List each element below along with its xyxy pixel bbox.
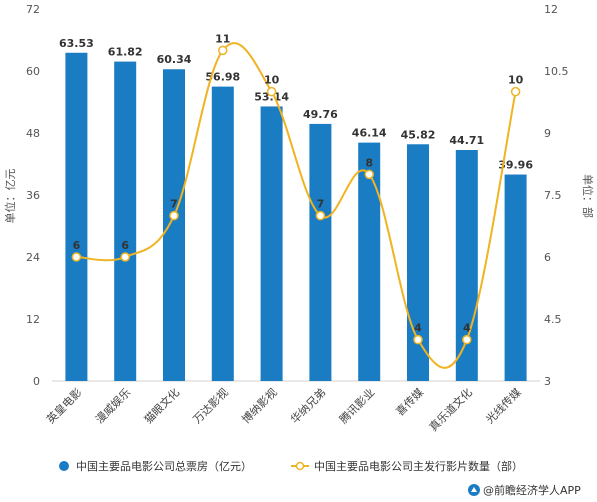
x-category-label: 猫眼文化 (141, 385, 182, 426)
x-axis-categories: 英皇电影 漫威娱乐 猫眼文化 万达影视 博纳影视 华纳兄弟 腾讯影业 喜传媒 真乐道文化 光线传媒 (44, 385, 524, 434)
line-point (218, 45, 228, 56)
y-right-tick-label: 10.5 (544, 65, 569, 78)
y-axis-right-title: 单位：部 (581, 174, 595, 218)
line-point (266, 86, 277, 97)
line-value-label: 4 (414, 322, 422, 335)
source-credit: @前瞻经济学人APP (468, 483, 581, 497)
y-axis-right-label: 单位：部 (581, 174, 595, 218)
y-left-tick-label: 0 (33, 375, 40, 388)
line-point (462, 334, 472, 345)
bar (407, 144, 429, 381)
line-value-label: 6 (121, 239, 129, 252)
x-category-label: 喜传媒 (394, 386, 427, 419)
y-left-tick-label: 60 (26, 65, 40, 78)
line-value-labels: 6 6 7 11 10 7 8 4 4 10 (73, 32, 524, 334)
line-point (315, 210, 326, 221)
brand-logo-icon (468, 484, 480, 496)
bar (65, 52, 88, 382)
bar-value-label: 44.71 (449, 134, 484, 147)
bar-value-label: 46.14 (352, 127, 387, 140)
y-right-tick-label: 3 (544, 375, 551, 388)
line-point (120, 252, 130, 262)
x-category-label: 博纳影视 (239, 385, 280, 426)
y-right-tick-label: 7.5 (544, 189, 562, 202)
line-point (510, 86, 521, 97)
line-value-label: 8 (365, 156, 373, 169)
legend-bar-marker (59, 461, 69, 471)
bar (211, 86, 234, 381)
line-point (169, 210, 179, 221)
line-value-label: 4 (463, 322, 471, 335)
bar-value-label: 39.96 (498, 159, 533, 172)
legend: 中国主要品电影公司总票房（亿元） 中国主要品电影公司主发行影片数量（部） (59, 459, 523, 473)
y-left-tick-label: 48 (26, 127, 40, 140)
line-value-label: 7 (170, 198, 178, 211)
x-category-label: 漫威娱乐 (92, 385, 133, 426)
bar (260, 106, 283, 382)
legend-line-label: 中国主要品电影公司主发行影片数量（部） (314, 459, 523, 473)
y-right-tick-label: 12 (544, 3, 558, 16)
y-right-tick-label: 6 (544, 251, 551, 264)
line-path (76, 42, 517, 369)
y-left-tick-label: 12 (26, 313, 40, 326)
y-axis-left-label: 单位：亿元 (3, 169, 17, 224)
line-point (364, 169, 374, 180)
y-right-tick-label: 9 (544, 127, 551, 140)
line-value-label: 6 (73, 239, 81, 252)
bar (358, 142, 381, 381)
x-category-label: 真乐道文化 (426, 385, 475, 434)
bar-value-label: 60.34 (157, 53, 192, 66)
bar (114, 61, 137, 381)
bar-value-label: 49.76 (303, 108, 338, 121)
legend-line-marker (295, 461, 305, 471)
y-axis-right-ticks: 3 4.5 6 7.5 9 10.5 12 (544, 3, 569, 388)
bar-value-label: 45.82 (401, 128, 436, 141)
bar-value-labels: 63.53 61.82 60.34 56.98 53.14 49.76 46.14 45.82… (59, 37, 533, 172)
y-right-tick-label: 4.5 (544, 313, 562, 326)
bar (309, 123, 332, 381)
x-category-label: 万达影视 (190, 385, 231, 426)
y-axis-left-title: 单位：亿元 (3, 169, 17, 224)
bar-series (65, 52, 527, 382)
x-category-label: 腾讯影业 (336, 385, 377, 426)
bar-value-label: 56.98 (205, 71, 240, 84)
bar-value-label: 61.82 (108, 46, 143, 59)
y-left-tick-label: 24 (26, 251, 40, 264)
line-series (71, 42, 521, 369)
bar (163, 69, 185, 381)
y-left-tick-label: 36 (26, 189, 40, 202)
line-point (71, 252, 82, 262)
bar-value-label: 63.53 (59, 37, 94, 50)
y-left-tick-label: 72 (26, 3, 40, 16)
bar-value-label: 53.14 (254, 90, 289, 103)
bar (504, 174, 527, 381)
y-axis-left-ticks: 0 12 24 36 48 60 72 (26, 3, 40, 388)
line-point (413, 334, 423, 345)
x-category-label: 华纳兄弟 (288, 385, 329, 426)
line-value-label: 11 (215, 32, 230, 45)
x-category-label: 光线传媒 (483, 385, 524, 426)
x-category-label: 英皇电影 (44, 385, 85, 426)
line-value-label: 10 (264, 74, 280, 87)
legend-bar-label: 中国主要品电影公司总票房（亿元） (76, 459, 252, 473)
line-value-label: 10 (508, 74, 524, 87)
source-text: @前瞻经济学人APP (483, 483, 581, 497)
bar (455, 149, 478, 381)
line-value-label: 7 (317, 198, 325, 211)
